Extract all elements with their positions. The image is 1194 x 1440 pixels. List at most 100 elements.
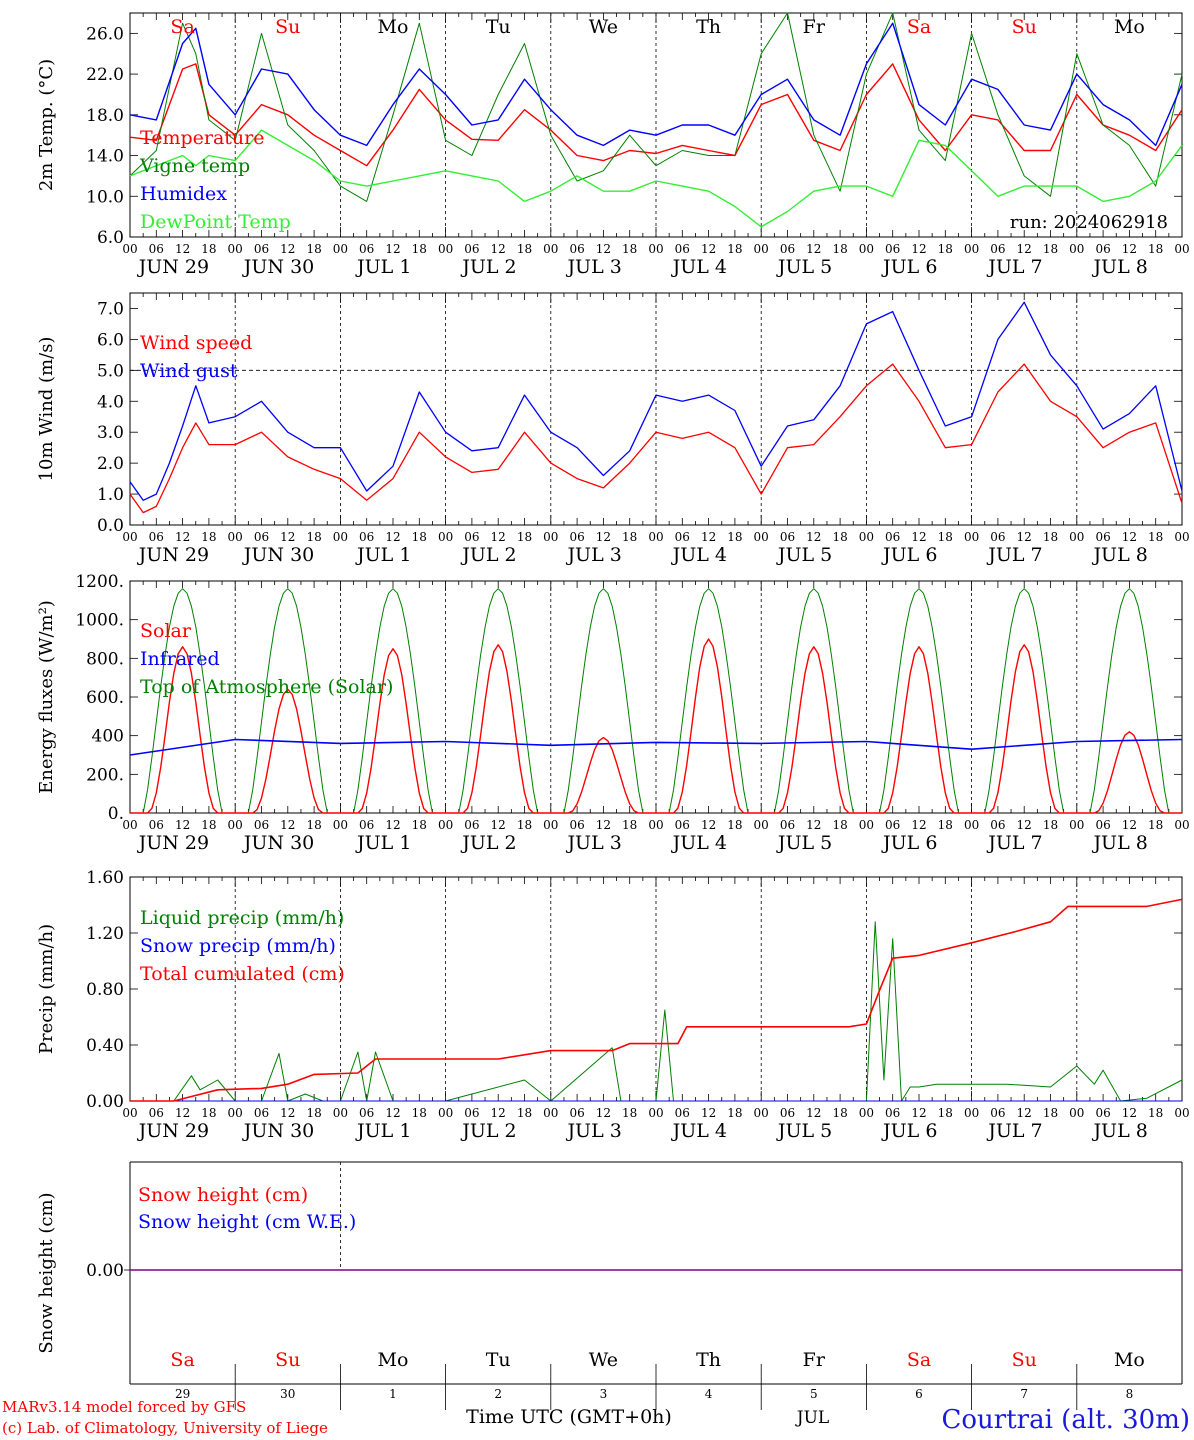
date-label: JUN 30	[242, 256, 314, 278]
hour-tick-label: 06	[569, 1106, 584, 1120]
hour-tick-label: 00	[859, 242, 874, 256]
hour-tick-label: 06	[780, 1106, 795, 1120]
hour-tick-label: 00	[333, 818, 348, 832]
hour-tick-label: 18	[1148, 818, 1163, 832]
hour-tick-label: 18	[1148, 530, 1163, 544]
day-number-label: 6	[915, 1387, 923, 1401]
hour-tick-label: 00	[1174, 242, 1189, 256]
y-tick-label: 1200.	[75, 572, 124, 592]
hour-tick-label: 06	[149, 818, 164, 832]
hour-tick-label: 00	[964, 1106, 979, 1120]
hour-tick-label: 00	[333, 1106, 348, 1120]
hour-tick-label: 06	[885, 1106, 900, 1120]
y-tick-label: 1.60	[86, 868, 124, 888]
hour-tick-label: 12	[1017, 1106, 1032, 1120]
hour-tick-label: 06	[1095, 1106, 1110, 1120]
date-label: JUL 4	[671, 256, 727, 278]
hour-tick-label: 00	[964, 242, 979, 256]
hour-tick-label: 00	[438, 530, 453, 544]
y-tick-label: 0.00	[86, 1261, 124, 1281]
hour-tick-label: 18	[1043, 530, 1058, 544]
hour-tick-label: 18	[832, 242, 847, 256]
weekday-label: Su	[1012, 16, 1037, 38]
hour-tick-label: 12	[911, 1106, 926, 1120]
y-axis-label: 2m Temp. (°C)	[36, 59, 57, 191]
date-label: JUL 8	[1091, 256, 1147, 278]
hour-tick-label: 00	[438, 242, 453, 256]
hour-tick-label: 18	[622, 818, 637, 832]
hour-tick-label: 12	[1122, 1106, 1137, 1120]
legend-entry: Snow height (cm)	[138, 1184, 308, 1206]
date-label: JUL 2	[460, 1120, 516, 1142]
location-label: Courtrai (alt. 30m)	[942, 1405, 1191, 1435]
legend-entry: Humidex	[140, 183, 227, 205]
hour-tick-label: 06	[885, 242, 900, 256]
model-credit: MARv3.14 model forced by GFS	[2, 1398, 246, 1416]
y-tick-label: 800.	[86, 649, 124, 669]
hour-tick-label: 12	[701, 242, 716, 256]
hour-tick-label: 12	[596, 818, 611, 832]
hour-tick-label: 18	[201, 242, 216, 256]
hour-tick-label: 12	[911, 242, 926, 256]
y-tick-label: 26.0	[86, 24, 124, 44]
hour-tick-label: 00	[122, 1106, 137, 1120]
hour-tick-label: 18	[306, 1106, 321, 1120]
hour-tick-label: 00	[1069, 530, 1084, 544]
hour-tick-label: 06	[1095, 242, 1110, 256]
hour-tick-label: 12	[1017, 818, 1032, 832]
y-axis-label: Energy fluxes (W/m²)	[36, 600, 57, 794]
lab-credit: (c) Lab. of Climatology, University of L…	[2, 1419, 328, 1437]
hour-tick-label: 06	[254, 818, 269, 832]
y-tick-label: 2.0	[97, 454, 124, 474]
y-tick-label: 0.	[108, 804, 124, 824]
weekday-label: Fr	[803, 16, 826, 38]
hour-tick-label: 18	[201, 530, 216, 544]
time-axis-label: Time UTC (GMT+0h)	[466, 1406, 672, 1428]
date-label: JUL 6	[881, 544, 937, 566]
hour-tick-label: 06	[359, 530, 374, 544]
hour-tick-label: 12	[491, 530, 506, 544]
legend-entry: Wind gust	[140, 360, 238, 382]
series-line	[129, 301, 1183, 501]
hour-tick-label: 06	[569, 818, 584, 832]
hour-tick-label: 12	[701, 1106, 716, 1120]
date-label: JUL 4	[671, 1120, 727, 1142]
hour-tick-label: 12	[806, 530, 821, 544]
hour-tick-label: 06	[149, 1106, 164, 1120]
date-label: JUL 3	[565, 832, 621, 854]
hour-tick-label: 00	[859, 1106, 874, 1120]
hour-tick-label: 18	[938, 530, 953, 544]
hour-tick-label: 18	[412, 818, 427, 832]
hour-tick-label: 00	[228, 818, 243, 832]
hour-tick-label: 18	[517, 818, 532, 832]
temperature-panel: 6.0 10.0 14.0 18.0 22.0 26.0 2m Temp. (°C) Temp…	[36, 12, 1190, 278]
hour-tick-label: 12	[1122, 818, 1137, 832]
hour-tick-label: 06	[359, 818, 374, 832]
hour-tick-label: 18	[1148, 1106, 1163, 1120]
legend-entry: Snow precip (mm/h)	[140, 935, 336, 957]
hour-tick-label: 06	[990, 818, 1005, 832]
hour-tick-label: 18	[938, 818, 953, 832]
hour-tick-label: 06	[1095, 818, 1110, 832]
date-label: JUL 7	[986, 1120, 1042, 1142]
hour-tick-label: 00	[122, 818, 137, 832]
hour-tick-label: 00	[122, 242, 137, 256]
hour-tick-label: 00	[648, 1106, 663, 1120]
y-tick-label: 1.0	[97, 485, 124, 505]
hour-tick-label: 18	[727, 242, 742, 256]
snow-panel: 0.00 Snow height (cm) Snow height (cm) Snow…	[36, 1161, 1183, 1410]
day-number-label: 2	[494, 1387, 502, 1401]
hour-tick-label: 00	[438, 1106, 453, 1120]
y-tick-label: 1.20	[86, 924, 124, 944]
hour-tick-label: 06	[569, 242, 584, 256]
weekday-label: Fr	[803, 1349, 826, 1371]
hour-tick-label: 00	[228, 1106, 243, 1120]
date-label: JUL 5	[776, 832, 832, 854]
date-label: JUN 30	[242, 1120, 314, 1142]
hour-tick-label: 18	[832, 530, 847, 544]
series-line	[129, 363, 1183, 514]
hour-tick-label: 18	[306, 242, 321, 256]
hour-tick-label: 06	[359, 1106, 374, 1120]
hour-tick-label: 06	[149, 530, 164, 544]
date-label: JUL 3	[565, 256, 621, 278]
